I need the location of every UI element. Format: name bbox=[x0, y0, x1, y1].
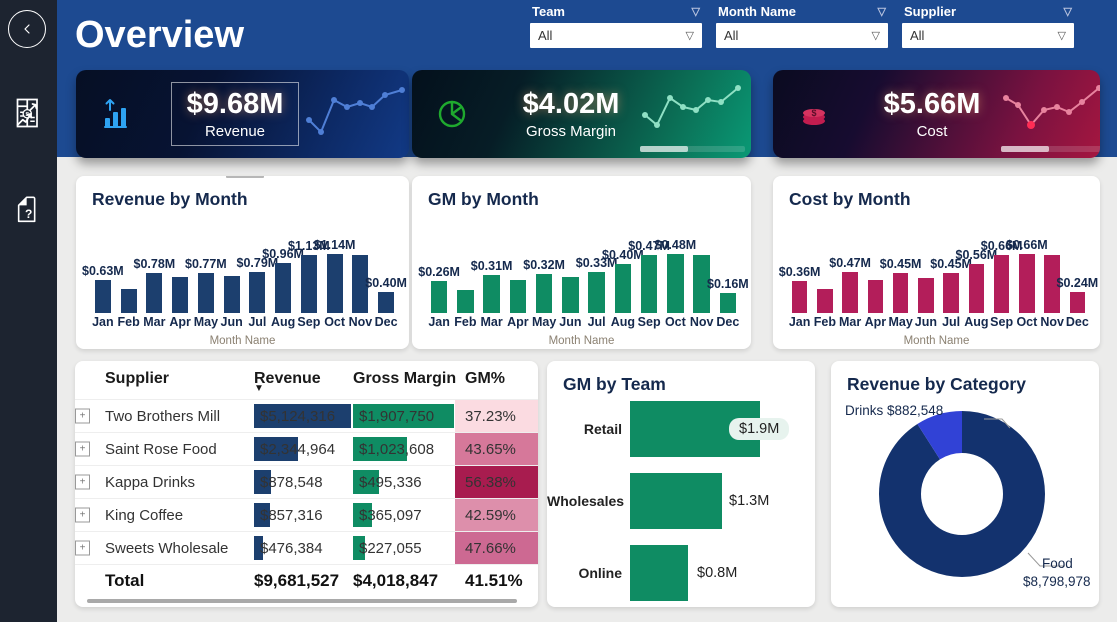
svg-text:?: ? bbox=[25, 207, 32, 221]
svg-text:$: $ bbox=[811, 108, 816, 118]
